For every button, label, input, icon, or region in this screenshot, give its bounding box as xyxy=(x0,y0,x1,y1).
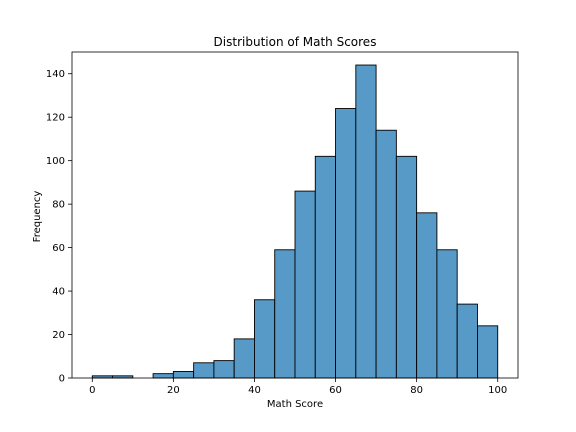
histogram-bar xyxy=(355,64,377,379)
histogram-bar xyxy=(274,249,296,379)
x-tick-label: 80 xyxy=(410,385,423,396)
x-tick-label: 100 xyxy=(488,385,507,396)
histogram-bar xyxy=(416,212,438,379)
plot-frame xyxy=(71,51,519,379)
y-axis-label: Frequency xyxy=(32,191,43,243)
x-tick-label: 20 xyxy=(167,385,180,396)
histogram-bar xyxy=(375,129,397,379)
histogram-bar xyxy=(193,362,215,379)
x-axis-label: Math Score xyxy=(267,399,323,410)
y-axis-ticks: 0 20 40 60 80 100 120 140 xyxy=(46,69,72,385)
histogram-bar xyxy=(254,299,276,379)
y-tick-label: 120 xyxy=(46,113,65,124)
y-tick-label: 60 xyxy=(52,243,65,254)
histogram-bar xyxy=(477,325,499,379)
histogram-bar xyxy=(294,190,316,379)
x-tick-label: 40 xyxy=(248,385,261,396)
histogram-bar xyxy=(152,373,174,379)
x-tick-label: 0 xyxy=(89,385,95,396)
histogram-bar xyxy=(436,249,458,379)
y-tick-label: 140 xyxy=(46,69,65,80)
x-axis-ticks: 0 20 40 60 80 100 xyxy=(89,378,507,396)
histogram-bar xyxy=(314,155,336,379)
histogram-bar xyxy=(456,303,478,379)
y-tick-label: 100 xyxy=(46,156,65,167)
y-tick-label: 40 xyxy=(52,287,65,298)
y-tick-label: 80 xyxy=(52,200,65,211)
y-tick-label: 0 xyxy=(59,374,65,385)
histogram-bar xyxy=(233,338,255,379)
chart-title: Distribution of Math Scores xyxy=(214,35,377,49)
histogram-bar xyxy=(335,108,357,379)
histogram-bar xyxy=(172,371,195,379)
bars-group xyxy=(91,64,499,379)
x-tick-label: 60 xyxy=(329,385,342,396)
histogram-bar xyxy=(213,360,235,379)
y-tick-label: 20 xyxy=(52,330,65,341)
histogram-bar xyxy=(395,155,418,379)
